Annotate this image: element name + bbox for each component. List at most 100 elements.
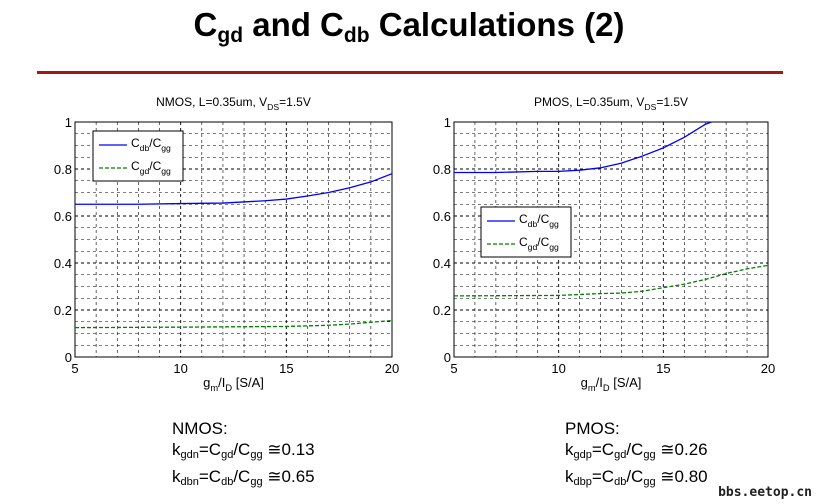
y-tick-label: 0.6 (54, 209, 72, 224)
formula-text: ≅0.80 (655, 467, 708, 486)
formula-line: kdbp=Cdb/Cgg ≅0.80 (565, 466, 708, 493)
formula-text: /C (233, 440, 251, 459)
chart-title: PMOS, L=0.35um, VDS=1.5V (534, 95, 688, 112)
x-tick-label: 15 (279, 361, 293, 376)
formula-text: =C (591, 467, 615, 486)
chart-title-subscript: DS (644, 102, 656, 112)
x-tick-label: 10 (173, 361, 187, 376)
x-tick-label: 20 (385, 361, 399, 376)
legend-label-text: /C (149, 136, 161, 150)
legend-label-text: C (519, 212, 528, 226)
x-tick-label: 5 (450, 361, 457, 376)
y-tick-label: 0.6 (433, 209, 451, 224)
title-text: C (193, 6, 218, 43)
formula-line: kgdn=Cgd/Cgg ≅0.13 (172, 439, 315, 466)
y-tick-label: 0.4 (433, 256, 451, 271)
legend-label-text: /C (537, 212, 549, 226)
formula-line: kgdp=Cgd/Cgg ≅0.26 (565, 439, 708, 466)
notes-heading: PMOS: (565, 419, 620, 438)
formula-text: /C (233, 467, 251, 486)
legend-label: Cgd/Cgg (519, 235, 559, 252)
watermark: bbs.eetop.cn (718, 485, 812, 500)
y-tick-label: 0 (444, 350, 451, 365)
formula-subscript: dbn (180, 476, 199, 488)
formula-subscript: db (614, 476, 627, 488)
legend-label-subscript: db (528, 219, 538, 229)
formula-subscript: gd (614, 449, 627, 461)
slide-title: Cgd and Cdb Calculations (2) (0, 6, 818, 48)
x-axis-label: gm/ID [S/A] (203, 375, 264, 393)
legend-label-subscript: gg (161, 166, 171, 176)
y-tick-label: 0.2 (54, 303, 72, 318)
legend-label-text: C (131, 136, 140, 150)
y-tick-label: 1 (444, 115, 451, 130)
legend-label-subscript: db (140, 143, 150, 153)
formula-text: =C (198, 467, 222, 486)
y-tick-label: 0 (65, 350, 72, 365)
formula-text: =C (198, 440, 222, 459)
plot-frame (74, 121, 393, 358)
chart-title-subscript: DS (267, 102, 279, 112)
title-text: and C (243, 6, 344, 43)
nmos-notes: NMOS: kgdn=Cgd/Cgg ≅0.13 kdbn=Cdb/Cgg ≅0.6… (172, 418, 315, 493)
chart-title-text: PMOS, L=0.35um, V (534, 95, 644, 109)
x-axis-label-text: g (581, 375, 588, 390)
series-line-cgd (453, 264, 769, 297)
x-tick-label: 15 (656, 361, 670, 376)
x-axis-label-text: [S/A] (610, 375, 642, 390)
chart-title-text: =1.5V (279, 95, 311, 109)
formula-subscript: db (221, 476, 234, 488)
y-tick-label: 0.8 (54, 162, 72, 177)
x-axis-label-subscript: m (588, 383, 596, 393)
x-axis-label-text: [S/A] (232, 375, 264, 390)
x-axis-label-subscript: D (225, 383, 232, 393)
x-axis-label-text: /I (218, 375, 225, 390)
legend-label-text: /C (537, 235, 549, 249)
series-line-cdb (75, 173, 393, 205)
legend-label-subscript: gd (528, 242, 538, 252)
formula-text: ≅0.26 (655, 440, 708, 459)
legend-label: Cdb/Cgg (131, 136, 171, 153)
formula-text: k (172, 440, 181, 459)
pmos-notes: PMOS: kgdp=Cgd/Cgg ≅0.26 kdbp=Cdb/Cgg ≅0.8… (565, 418, 708, 493)
legend-label-subscript: gd (140, 166, 150, 176)
chart-title-text: =1.5V (656, 95, 688, 109)
x-tick-label: 10 (551, 361, 565, 376)
legend-label: Cdb/Cgg (519, 212, 559, 229)
y-tick-label: 0.8 (433, 162, 451, 177)
formula-subscript: dbp (573, 476, 592, 488)
formula-text: /C (626, 440, 644, 459)
formula-subscript: gd (221, 449, 234, 461)
legend-label-text: C (519, 235, 528, 249)
formula-text: /C (626, 467, 644, 486)
x-tick-label: 5 (71, 361, 78, 376)
legend-label-subscript: gg (549, 242, 559, 252)
legend-label-subscript: gg (161, 143, 171, 153)
formula-text: ≅0.13 (262, 440, 315, 459)
y-tick-label: 1 (65, 115, 72, 130)
formula-subscript: gg (643, 449, 656, 461)
title-subscript: gd (217, 24, 244, 47)
title-divider (37, 71, 783, 74)
formula-subscript: gg (250, 449, 263, 461)
x-axis-label-text: /I (596, 375, 603, 390)
formula-subscript: gdp (573, 449, 592, 461)
chart-nmos: 5 10 15 20 0 0.2 0.4 0.6 0.8 1 NMOS, L=0.35um, VDS… (54, 95, 399, 393)
x-axis-label-subscript: D (603, 383, 610, 393)
x-axis-label-subscript: m (210, 383, 218, 393)
series-line-cgd (74, 319, 393, 329)
formula-text: =C (591, 440, 615, 459)
formula-subscript: gg (250, 476, 263, 488)
plot-frame (453, 121, 769, 358)
legend-label-subscript: gg (549, 219, 559, 229)
y-tick-label: 0.4 (54, 256, 72, 271)
notes-heading: NMOS: (172, 419, 228, 438)
legend-label-text: /C (149, 159, 161, 173)
x-axis-label: gm/ID [S/A] (581, 375, 642, 393)
title-text: Calculations (2) (369, 6, 625, 43)
title-subscript: db (343, 24, 370, 47)
